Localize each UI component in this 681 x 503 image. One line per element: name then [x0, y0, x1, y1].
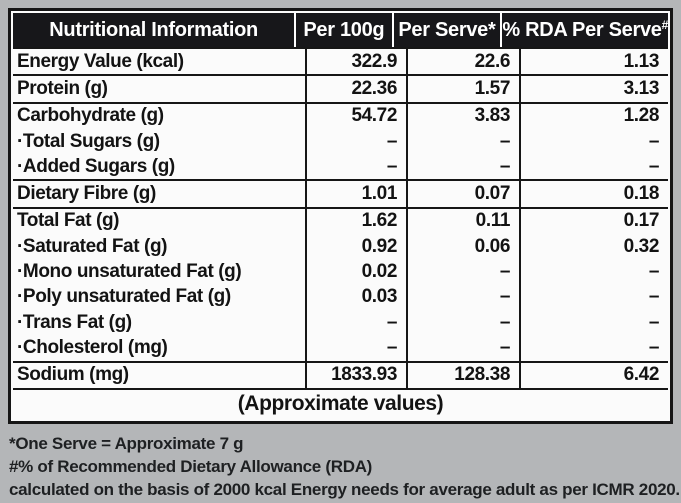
per-100g-value: 1.62 — [305, 208, 406, 235]
nutrient-label: Energy Value (kcal) — [17, 50, 184, 72]
per-serve-value: – — [406, 259, 519, 285]
rda-value: 1.13 — [519, 49, 668, 75]
nutrient-label: Dietary Fibre (g) — [17, 183, 156, 205]
table-row: Sodium (mg) 1833.93 128.38 6.42 — [13, 362, 668, 388]
per-100g-value: – — [305, 154, 406, 180]
per-serve-value: – — [406, 154, 519, 180]
per-serve-value: 0.07 — [406, 181, 519, 207]
rda-value: 1.28 — [519, 103, 668, 129]
table-row: ·Cholesterol (mg) – – – — [13, 335, 668, 361]
row-group: Protein (g) 22.36 1.57 3.13 — [13, 74, 668, 102]
row-group: Dietary Fibre (g) 1.01 0.07 0.18 — [13, 179, 668, 207]
table-row: Protein (g) 22.36 1.57 3.13 — [13, 76, 668, 102]
nutrient-label: ·Mono unsaturated Fat (g) — [17, 261, 242, 283]
rda-value: – — [519, 154, 668, 180]
row-group: Carbohydrate (g) 54.72 3.83 1.28 ·Total Suga… — [13, 101, 668, 180]
table-row: ·Saturated Fat (g) 0.92 0.06 0.32 — [13, 234, 668, 260]
table-row: ·Mono unsaturated Fat (g) 0.02– – — [13, 259, 668, 285]
footnote-one-serve: *One Serve = Approximate 7 g — [9, 434, 244, 453]
per-100g-value: 0.92 — [305, 234, 406, 260]
rda-value: 0.17 — [519, 208, 668, 235]
nutrient-label: Carbohydrate (g) — [17, 105, 164, 127]
per-100g-value: – — [305, 128, 406, 155]
nutrient-label: ·Poly unsaturated Fat (g) — [17, 286, 231, 308]
header-per-serve: Per Serve* — [391, 13, 501, 47]
rda-value: – — [519, 309, 668, 336]
per-100g-value: – — [305, 335, 406, 361]
header-per-100g: Per 100g — [294, 13, 391, 47]
per-serve-value: – — [406, 335, 519, 361]
table-row: Dietary Fibre (g) 1.01 0.07 0.18 — [13, 181, 668, 207]
per-serve-value: – — [406, 128, 519, 155]
nutrient-label: ·Total Sugars (g) — [17, 130, 160, 152]
table-header-row: Nutritional Information Per 100g Per Ser… — [13, 13, 668, 47]
nutrient-label: ·Trans Fat (g) — [17, 311, 132, 333]
rda-value: – — [519, 128, 668, 155]
table-row: ·Added Sugars (g) – – – — [13, 154, 668, 180]
nutrient-label: Sodium (mg) — [17, 364, 129, 386]
footnote-rda: #% of Recommended Dietary Allowance (RDA… — [9, 457, 373, 476]
row-group: Sodium (mg) 1833.93 128.38 6.42 — [13, 360, 668, 388]
footnote-icmr: calculated on the basis of 2000 kcal Ene… — [9, 480, 680, 499]
rda-value: 3.13 — [519, 76, 668, 102]
per-100g-value: 1.01 — [305, 181, 406, 207]
per-serve-value: 3.83 — [406, 103, 519, 129]
rda-value: 6.42 — [519, 362, 668, 388]
per-serve-value: – — [406, 309, 519, 336]
nutrient-label: Protein (g) — [17, 77, 108, 99]
rda-value: 0.32 — [519, 234, 668, 260]
per-100g-value: 54.72 — [305, 103, 406, 129]
nutrient-label: ·Saturated Fat (g) — [17, 235, 168, 257]
nutrition-table: Nutritional Information Per 100g Per Ser… — [8, 8, 673, 424]
nutrient-label: ·Cholesterol (mg) — [17, 336, 168, 358]
per-serve-value: 128.38 — [406, 362, 519, 388]
per-serve-value: 1.57 — [406, 76, 519, 102]
per-100g-value: 322.9 — [305, 49, 406, 75]
row-group: Total Fat (g) 1.62 0.11 0.17 ·Saturated Fat … — [13, 206, 668, 361]
footnotes: *One Serve = Approximate 7 g #% of Recom… — [9, 432, 680, 501]
per-100g-value: 0.03 — [305, 284, 406, 310]
row-group: Energy Value (kcal) 322.9 22.6 1.13 — [13, 47, 668, 75]
per-serve-value: 22.6 — [406, 49, 519, 75]
table-row: ·Total Sugars (g) – – – — [13, 128, 668, 155]
per-100g-value: 0.02 — [305, 259, 406, 285]
rda-value: – — [519, 335, 668, 361]
rda-value: – — [519, 259, 668, 285]
per-100g-value: 22.36 — [305, 76, 406, 102]
header-rda-per-serve: % RDA Per Serve # — [500, 13, 668, 47]
table-row: Total Fat (g) 1.62 0.11 0.17 — [13, 208, 668, 235]
rda-value: – — [519, 284, 668, 310]
per-serve-value: – — [406, 284, 519, 310]
per-serve-value: 0.06 — [406, 234, 519, 260]
per-serve-value: 0.11 — [406, 208, 519, 235]
table-row: ·Poly unsaturated Fat (g) 0.03– – — [13, 284, 668, 310]
per-100g-value: 1833.93 — [305, 362, 406, 388]
header-rda-text: % RDA Per Serve — [502, 18, 662, 41]
nutrient-label: ·Added Sugars (g) — [17, 155, 175, 177]
table-body: Energy Value (kcal) 322.9 22.6 1.13 Protein … — [13, 47, 668, 388]
table-row: Carbohydrate (g) 54.72 3.83 1.28 — [13, 103, 668, 129]
rda-value: 0.18 — [519, 181, 668, 207]
per-100g-value: – — [305, 309, 406, 336]
approximate-values-row: (Approximate values) — [13, 387, 668, 419]
table-row: Energy Value (kcal) 322.9 22.6 1.13 — [13, 49, 668, 75]
table-row: ·Trans Fat (g) – – – — [13, 309, 668, 336]
nutrient-label: Total Fat (g) — [17, 210, 120, 232]
header-nutritional-information: Nutritional Information — [49, 18, 258, 41]
